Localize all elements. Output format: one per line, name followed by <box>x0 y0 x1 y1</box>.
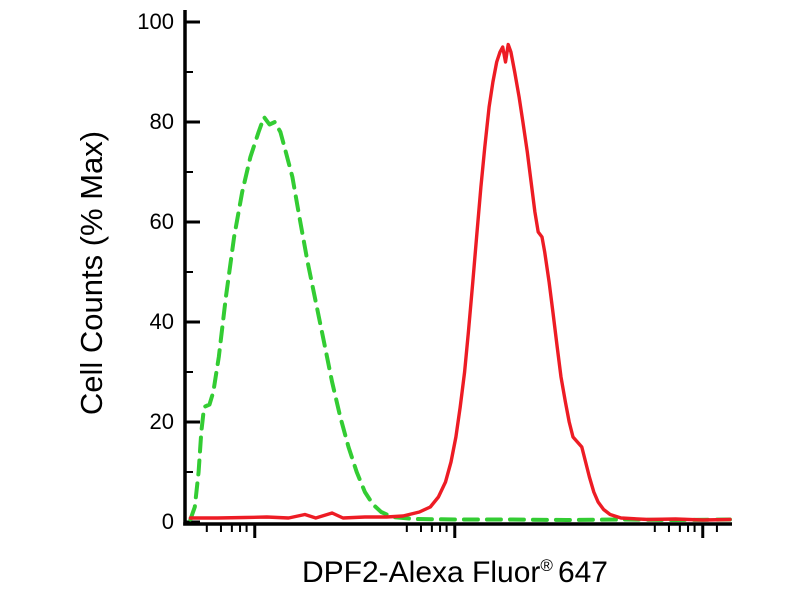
green-dashed-curve <box>188 115 732 522</box>
y-tick-label: 40 <box>150 309 174 334</box>
x-axis-title-main: DPF2-Alexa Fluor <box>302 556 541 589</box>
y-tick-label: 80 <box>150 109 174 134</box>
x-axis-title-tail: 647 <box>557 556 608 589</box>
y-tick-label: 20 <box>150 409 174 434</box>
x-axis-title: DPF2-Alexa Fluor® 647 <box>205 556 705 590</box>
registered-trademark-symbol: ® <box>540 556 553 575</box>
y-tick-label: 100 <box>137 9 174 34</box>
y-axis-title: Cell Counts (% Max) <box>74 130 109 416</box>
red-solid-curve <box>188 42 732 522</box>
y-tick-label: 0 <box>162 509 174 534</box>
y-tick-label: 60 <box>150 209 174 234</box>
